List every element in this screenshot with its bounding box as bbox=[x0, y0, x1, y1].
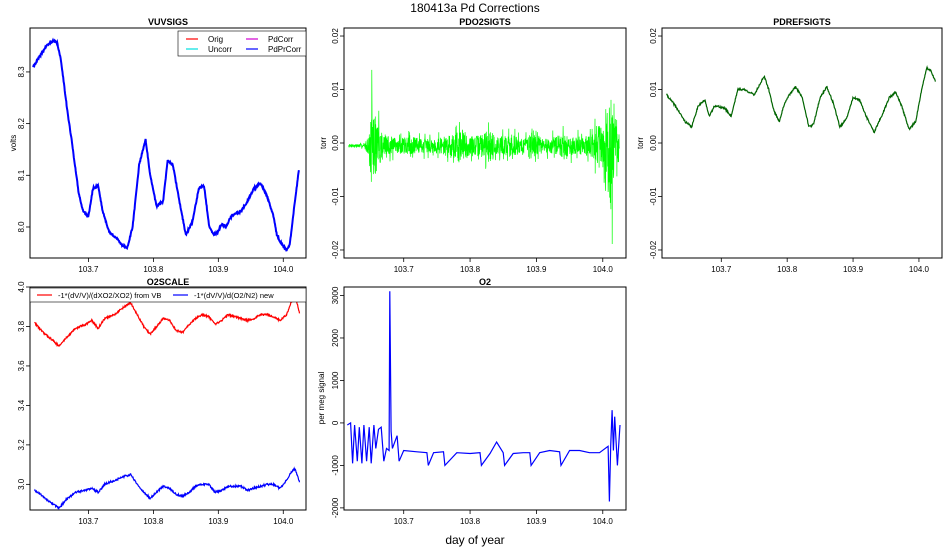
y-tick-label: -0.01 bbox=[649, 187, 658, 206]
y-tick-label: 2000 bbox=[331, 329, 340, 347]
x-tick-label: 104.0 bbox=[273, 265, 294, 274]
plot-frame bbox=[29, 286, 307, 511]
legend: Orig Uncorr PdCorr PdPrCorr bbox=[177, 30, 307, 57]
legend-box bbox=[177, 30, 307, 57]
figure-title: 180413a Pd Corrections bbox=[410, 1, 539, 15]
series-line-pdrefsigts bbox=[666, 65, 936, 134]
series-group bbox=[346, 291, 621, 502]
y-tick-label: 8.3 bbox=[17, 66, 26, 78]
y-tick-label: -0.02 bbox=[331, 240, 340, 259]
y-tick-label: 3.4 bbox=[17, 399, 26, 411]
x-tick-label: 104.0 bbox=[909, 265, 930, 274]
panel-title: O2SCALE bbox=[147, 277, 190, 287]
x-tick-label: 103.7 bbox=[394, 265, 415, 274]
y-tick-label: 8.2 bbox=[17, 118, 26, 130]
series-clip bbox=[666, 65, 936, 134]
panel-title: PDO2SIGTS bbox=[459, 17, 511, 27]
series-clip bbox=[32, 37, 300, 252]
panel-pdo2sigts: PDO2SIGTS torr 103.7 103.8 103.9 104.0 -0.02… bbox=[319, 17, 627, 274]
y-tick-label: 1000 bbox=[331, 371, 340, 389]
y-tick-label: 0.01 bbox=[331, 81, 340, 97]
legend-label-pdprcorr: PdPrCorr bbox=[268, 45, 302, 54]
series-clip bbox=[33, 293, 301, 510]
series-clip bbox=[348, 69, 620, 245]
plot-frame bbox=[29, 27, 307, 259]
x-tick-label: 103.8 bbox=[143, 265, 164, 274]
figure-xlabel: day of year bbox=[445, 533, 504, 547]
axis-ticks: 103.7 103.8 103.9 104.0 3.0 3.2 3.4 3.6 3.8 4.0 bbox=[17, 281, 294, 526]
legend-label-orig: Orig bbox=[208, 35, 223, 44]
y-tick-label: 0.00 bbox=[331, 135, 340, 151]
y-axis-label: per meg signal bbox=[317, 372, 326, 425]
x-tick-label: 103.8 bbox=[777, 265, 798, 274]
series-line-o2 bbox=[346, 291, 621, 502]
series-group bbox=[666, 65, 936, 134]
panel-pdrefsigts: PDREFSIGTS torr 103.7 103.8 103.9 104.0 -0.0… bbox=[636, 17, 943, 274]
legend-label-pdcorr: PdCorr bbox=[268, 35, 294, 44]
series-line-pdo2sigts bbox=[348, 69, 620, 245]
y-tick-label: 3.2 bbox=[17, 439, 26, 451]
axis-ticks: 103.7 103.8 103.9 104.0 -2000 -1000 0 1000 2000 3… bbox=[331, 286, 613, 526]
y-tick-label: 3000 bbox=[331, 286, 340, 304]
y-tick-label: -0.01 bbox=[331, 187, 340, 206]
plot-frame bbox=[343, 286, 627, 511]
panel-title: PDREFSIGTS bbox=[773, 17, 831, 27]
y-tick-label: 0.02 bbox=[649, 28, 658, 44]
x-tick-label: 103.9 bbox=[208, 265, 229, 274]
y-tick-label: 3.6 bbox=[17, 360, 26, 372]
legend-box bbox=[29, 287, 307, 303]
axis-ticks: 103.7 103.8 103.9 104.0 -0.02 -0.01 0.00 0.01 0.… bbox=[331, 28, 613, 274]
series-group bbox=[32, 37, 300, 252]
x-tick-label: 103.9 bbox=[526, 517, 547, 526]
y-tick-label: 0.00 bbox=[649, 135, 658, 151]
y-tick-label: 3.8 bbox=[17, 320, 26, 332]
axis-ticks: 103.7 103.8 103.9 104.0 8.0 8.1 8.2 8.3 bbox=[17, 66, 294, 274]
axis-ticks: 103.7 103.8 103.9 104.0 -0.02 -0.01 0.00 0.01 0.… bbox=[649, 28, 929, 274]
legend-label-vb: -1*(dV/V)/(dXO2/XO2) from VB bbox=[58, 291, 161, 300]
series-clip bbox=[346, 291, 621, 502]
x-tick-label: 103.7 bbox=[78, 517, 99, 526]
y-tick-label: 3.0 bbox=[17, 478, 26, 490]
panel-title: VUVSIGS bbox=[148, 17, 188, 27]
x-tick-label: 103.9 bbox=[843, 265, 864, 274]
y-tick-label: -2000 bbox=[331, 497, 340, 518]
y-tick-label: 0.01 bbox=[649, 81, 658, 97]
x-tick-label: 103.8 bbox=[143, 517, 164, 526]
y-tick-label: 0 bbox=[331, 420, 340, 425]
series-line-o2scale bbox=[34, 293, 301, 347]
series-line-o2scale bbox=[33, 466, 301, 510]
panel-o2: O2 per meg signal 103.7 103.8 103.9 104.0 -2… bbox=[317, 277, 627, 526]
series-line-vuvsigs bbox=[32, 37, 300, 252]
y-tick-label: -0.02 bbox=[649, 240, 658, 259]
y-tick-label: 8.1 bbox=[17, 169, 26, 181]
panel-o2scale: O2SCALE 103.7 103.8 103.9 104.0 3.0 3.2 3.4 3.6… bbox=[17, 277, 307, 526]
x-tick-label: 103.7 bbox=[78, 265, 99, 274]
y-tick-label: 8.0 bbox=[17, 221, 26, 233]
plot-frame bbox=[661, 27, 943, 259]
x-tick-label: 104.0 bbox=[593, 517, 614, 526]
panel-title: O2 bbox=[479, 277, 491, 287]
y-axis-label: volts bbox=[9, 135, 18, 151]
legend-label-new: -1*(dV/V)/d(O2/N2) new bbox=[194, 291, 274, 300]
x-tick-label: 103.9 bbox=[208, 517, 229, 526]
x-tick-label: 103.9 bbox=[526, 265, 547, 274]
series-group bbox=[33, 293, 301, 510]
y-tick-label: 0.02 bbox=[331, 28, 340, 44]
series-group bbox=[348, 69, 620, 245]
legend-label-uncorr: Uncorr bbox=[208, 45, 232, 54]
y-axis-label: torr bbox=[636, 137, 645, 149]
y-tick-label: 4.0 bbox=[17, 281, 26, 293]
x-tick-label: 103.7 bbox=[394, 517, 415, 526]
x-tick-label: 103.7 bbox=[711, 265, 732, 274]
y-tick-label: -1000 bbox=[331, 455, 340, 476]
y-axis-label: torr bbox=[319, 137, 328, 149]
x-tick-label: 104.0 bbox=[273, 517, 294, 526]
panel-vuvsigs: VUVSIGS volts 103.7 103.8 103.9 104.0 8.0 8.1… bbox=[9, 17, 307, 274]
x-tick-label: 104.0 bbox=[593, 265, 614, 274]
legend: -1*(dV/V)/(dXO2/XO2) from VB -1*(dV/V)/d… bbox=[29, 287, 307, 303]
x-tick-label: 103.8 bbox=[460, 265, 481, 274]
x-tick-label: 103.8 bbox=[460, 517, 481, 526]
